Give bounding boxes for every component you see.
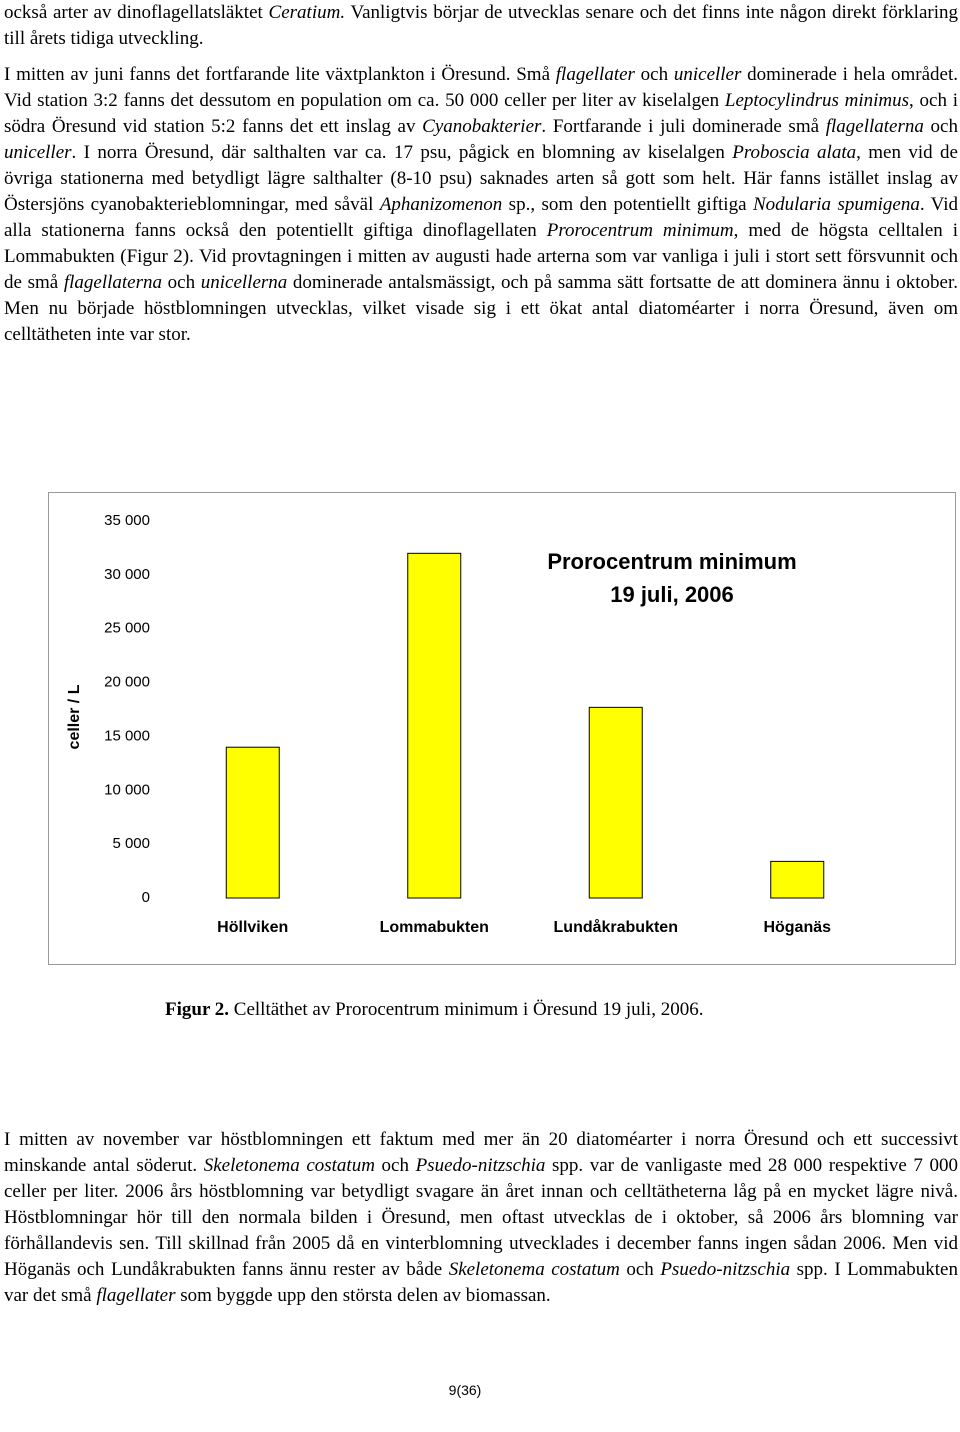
y-tick-label: 5 000 <box>112 835 150 852</box>
text: , men vid de övriga stationerna med bety… <box>4 142 958 215</box>
bold-text: Figur 2. <box>165 999 230 1020</box>
text: också arter av dinoflagellatsläktet <box>4 2 269 23</box>
bar <box>588 706 643 899</box>
text: som byggde upp den största delen av biom… <box>175 1285 551 1306</box>
italic-text: Psuedo-nitzschia <box>660 1259 791 1280</box>
italic-text: flagellater <box>555 64 635 85</box>
italic-text: Leptocylindrus minimus <box>724 90 910 111</box>
x-tick-label: Lommabukten <box>380 919 489 936</box>
text: dominerade antalsmässigt, och på samma s… <box>4 272 958 345</box>
text: och <box>162 272 201 293</box>
chart: Prorocentrum minimum 19 juli, 2006 celle… <box>48 492 956 965</box>
paragraph: också arter av dinoflagellatsläktet Cera… <box>4 0 958 52</box>
text: och <box>634 64 674 85</box>
text: och <box>374 1155 416 1176</box>
paragraph: I mitten av juni fanns det fortfarande l… <box>4 62 958 348</box>
italic-text: Cyanobakterier <box>422 116 542 137</box>
y-tick-label: 10 000 <box>104 781 150 798</box>
italic-text: Skeletonema costatum <box>203 1155 375 1176</box>
italic-text: Psuedo-nitzschia <box>415 1155 546 1176</box>
italic-text: Nodularia spumigena <box>752 194 920 215</box>
text: sp., som den potentiellt giftiga <box>502 194 753 215</box>
x-tick-label: Höllviken <box>217 919 288 936</box>
italic-text: unicellerna <box>200 272 288 293</box>
x-tick-label: Lundåkrabukten <box>554 918 678 936</box>
text: och <box>619 1259 661 1280</box>
text: , med de högsta celltalen i Lommabukten … <box>4 220 958 293</box>
italic-text: Ceratium. <box>268 2 346 23</box>
paragraph: I mitten av november var höstblomningen … <box>4 1127 958 1309</box>
y-tick-label: 15 000 <box>104 727 150 744</box>
italic-text: flagellaterna <box>825 116 924 137</box>
y-tick-label: 35 000 <box>104 512 150 529</box>
text: . Vid alla stationerna fanns också den p… <box>4 194 959 241</box>
chart-subtitle: 19 juli, 2006 <box>610 582 734 607</box>
text: , och i södra Öresund vid station 5:2 fa… <box>4 90 958 137</box>
y-tick-label: 0 <box>142 889 150 906</box>
italic-text: uniceller <box>4 142 72 163</box>
y-tick-label: 20 000 <box>104 674 150 691</box>
text: dominerade i hela området. Vid station 3… <box>4 64 958 111</box>
italic-text: flagellater <box>96 1285 176 1306</box>
italic-text: Prorocentrum minimum <box>546 220 734 241</box>
bar <box>407 552 462 899</box>
text: och <box>923 116 958 137</box>
text: Vanligtvis börjar de utvecklas senare oc… <box>4 2 958 49</box>
page-number: 9(36) <box>448 1382 482 1398</box>
x-tick-label: Höganäs <box>763 919 831 936</box>
text: . I norra Öresund, där salthalten var ca… <box>71 142 733 163</box>
bar <box>225 746 280 899</box>
bar <box>770 860 825 899</box>
italic-text: flagellaterna <box>63 272 162 293</box>
chart-title: Prorocentrum minimum <box>547 549 796 574</box>
text: I mitten av juni fanns det fortfarande l… <box>4 64 556 85</box>
text: . Fortfarande i juli dominerade små <box>541 116 826 137</box>
text: I mitten av november var höstblomningen … <box>4 1129 958 1176</box>
figure-caption: Figur 2. Celltäthet av Prorocentrum mini… <box>165 999 703 1021</box>
text: Celltäthet av Prorocentrum minimum i Öre… <box>229 999 704 1020</box>
text: spp. var de vanligaste med 28 000 respek… <box>4 1155 958 1280</box>
y-tick-label: 30 000 <box>104 566 150 583</box>
y-tick-label: 25 000 <box>104 620 150 637</box>
italic-text: Proboscia alata <box>732 142 857 163</box>
italic-text: Skeletonema costatum <box>448 1259 620 1280</box>
y-axis-label: celler / L <box>66 684 83 749</box>
italic-text: uniceller <box>673 64 742 85</box>
text: spp. I Lommabukten var det små <box>4 1259 958 1306</box>
italic-text: Aphanizomenon <box>379 194 503 215</box>
